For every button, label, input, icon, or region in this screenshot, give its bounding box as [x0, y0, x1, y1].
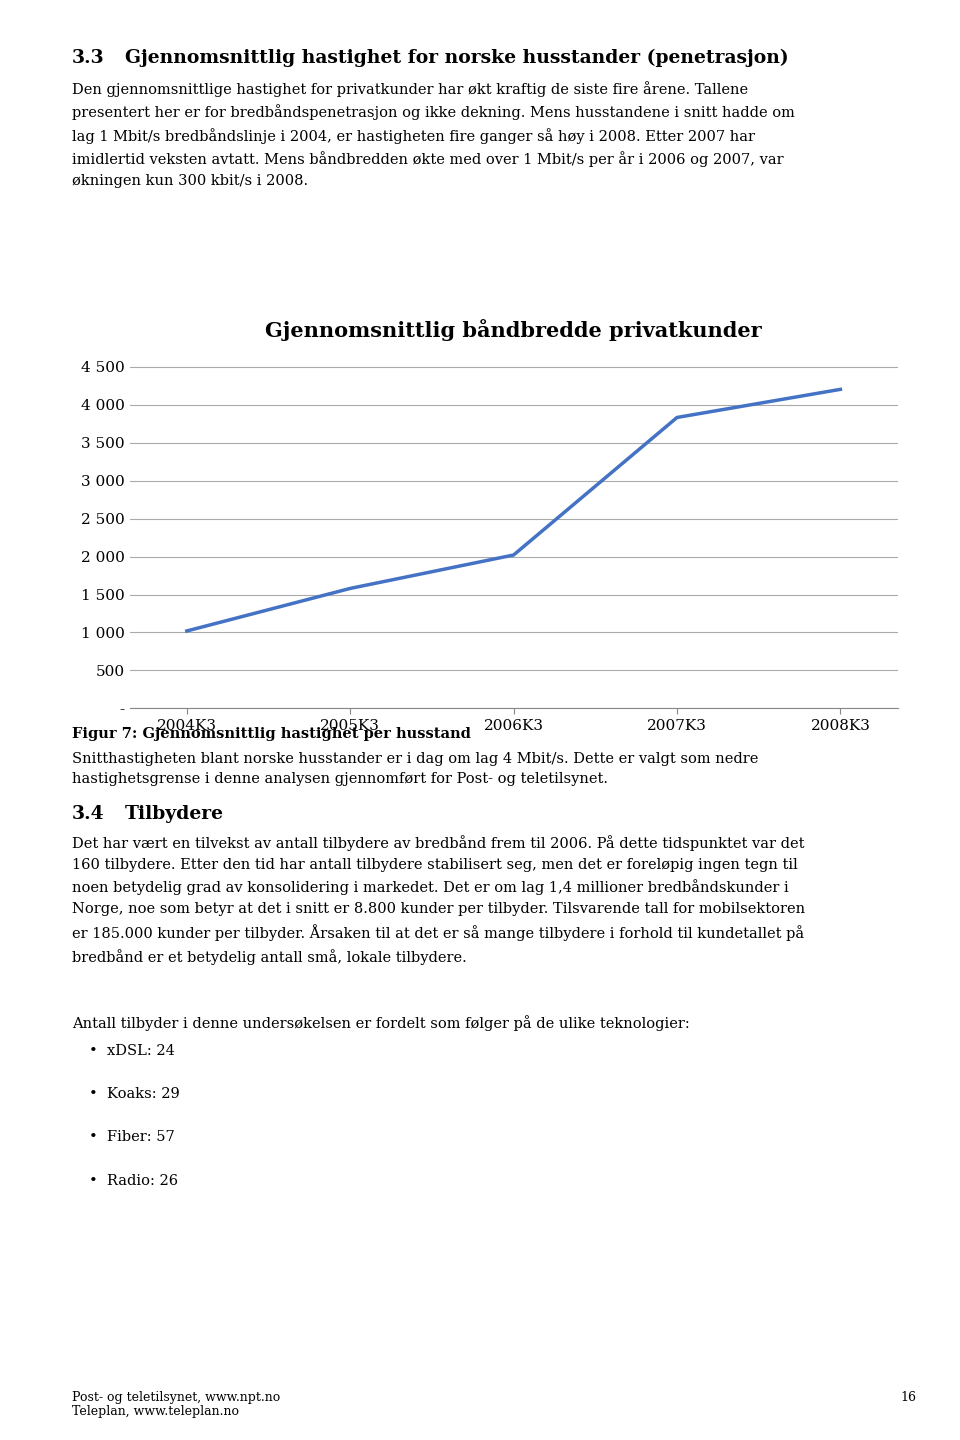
Text: Den gjennomsnittlige hastighet for privatkunder har økt kraftig de siste fire år: Den gjennomsnittlige hastighet for priva…	[72, 81, 795, 187]
Text: 3.4: 3.4	[72, 805, 105, 824]
Text: •  xDSL: 24: • xDSL: 24	[89, 1044, 175, 1058]
Text: Figur 7: Gjennomsnittlig hastighet per husstand: Figur 7: Gjennomsnittlig hastighet per h…	[72, 727, 470, 742]
Text: Post- og teletilsynet, www.npt.no: Post- og teletilsynet, www.npt.no	[72, 1391, 280, 1404]
Text: •  Radio: 26: • Radio: 26	[89, 1174, 179, 1188]
Text: 3.3: 3.3	[72, 49, 105, 66]
Text: Antall tilbyder i denne undersøkelsen er fordelt som følger på de ulike teknolog: Antall tilbyder i denne undersøkelsen er…	[72, 1015, 689, 1031]
Text: Snitthastigheten blant norske husstander er i dag om lag 4 Mbit/s. Dette er valg: Snitthastigheten blant norske husstander…	[72, 752, 758, 786]
Text: Teleplan, www.teleplan.no: Teleplan, www.teleplan.no	[72, 1405, 239, 1418]
Text: Gjennomsnittlig hastighet for norske husstander (penetrasjon): Gjennomsnittlig hastighet for norske hus…	[125, 49, 788, 68]
Text: Det har vært en tilvekst av antall tilbydere av bredbånd frem til 2006. På dette: Det har vært en tilvekst av antall tilby…	[72, 835, 805, 965]
Text: 16: 16	[900, 1391, 917, 1404]
Text: Tilbydere: Tilbydere	[125, 805, 224, 824]
Text: •  Koaks: 29: • Koaks: 29	[89, 1087, 180, 1102]
Text: •  Fiber: 57: • Fiber: 57	[89, 1130, 175, 1145]
Title: Gjennomsnittlig båndbredde privatkunder: Gjennomsnittlig båndbredde privatkunder	[265, 320, 762, 341]
